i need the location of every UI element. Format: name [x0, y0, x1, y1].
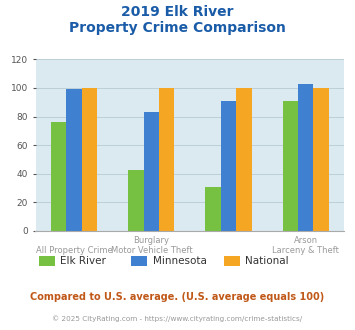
Text: National: National: [245, 256, 289, 266]
Bar: [298, 84, 313, 231]
Text: All Property Crime: All Property Crime: [36, 246, 113, 255]
Text: Minnesota: Minnesota: [153, 256, 207, 266]
Bar: [159, 88, 174, 231]
Text: Burglary: Burglary: [133, 236, 169, 245]
Bar: [143, 112, 159, 231]
Text: 2019 Elk River: 2019 Elk River: [121, 5, 234, 19]
Bar: [313, 88, 329, 231]
Text: Motor Vehicle Theft: Motor Vehicle Theft: [110, 246, 192, 255]
Text: Property Crime Comparison: Property Crime Comparison: [69, 21, 286, 35]
Bar: [82, 88, 97, 231]
Bar: [236, 88, 252, 231]
Text: Compared to U.S. average. (U.S. average equals 100): Compared to U.S. average. (U.S. average …: [31, 292, 324, 302]
Bar: [66, 89, 82, 231]
Bar: [205, 187, 221, 231]
Text: Elk River: Elk River: [60, 256, 106, 266]
Bar: [51, 122, 66, 231]
Text: Arson: Arson: [294, 236, 318, 245]
Bar: [128, 170, 143, 231]
Bar: [283, 101, 298, 231]
Text: Larceny & Theft: Larceny & Theft: [272, 246, 339, 255]
Text: © 2025 CityRating.com - https://www.cityrating.com/crime-statistics/: © 2025 CityRating.com - https://www.city…: [53, 315, 302, 322]
Bar: [221, 101, 236, 231]
